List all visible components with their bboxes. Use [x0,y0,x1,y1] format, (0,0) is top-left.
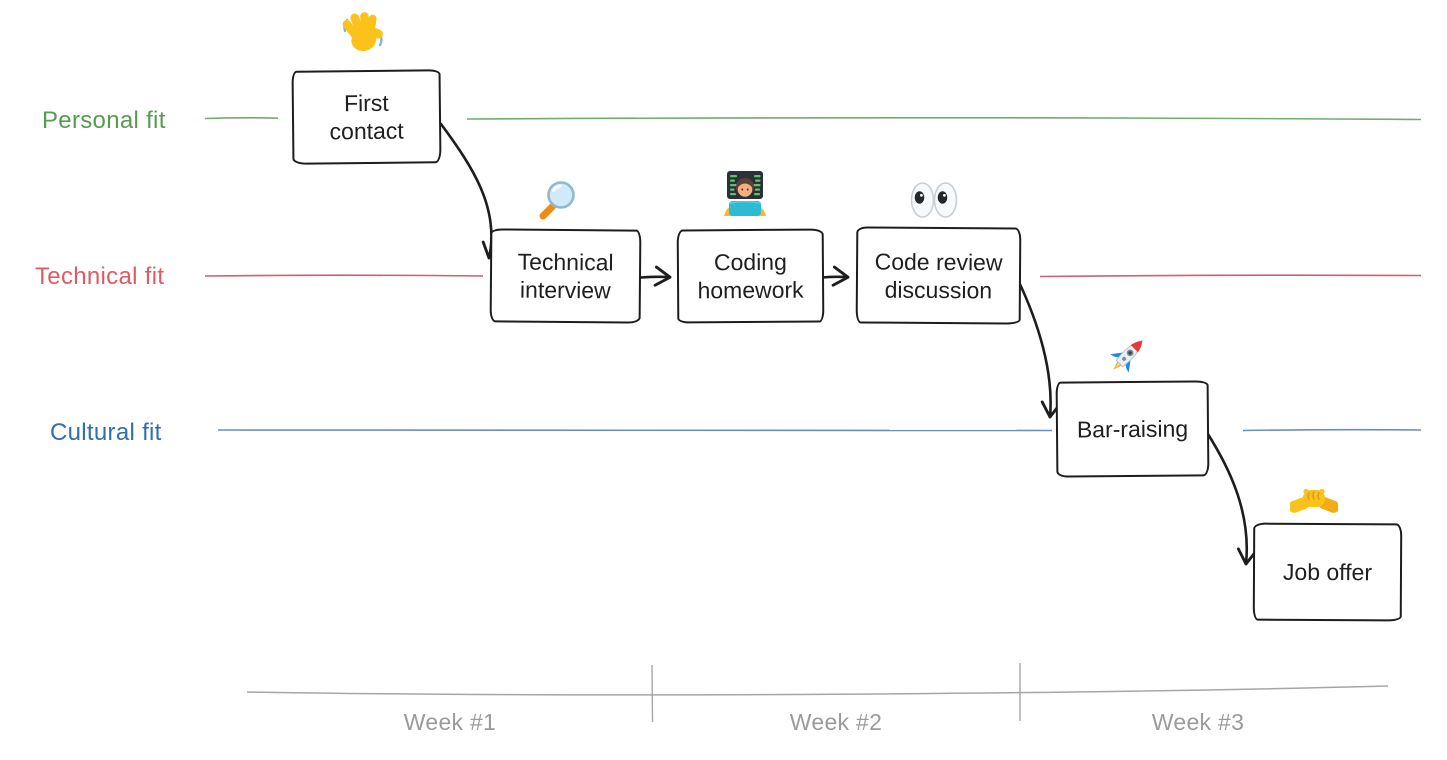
rocket-icon [1106,333,1150,377]
lane-label-cultural-fit: Cultural fit [50,419,162,446]
technologist-icon [720,170,770,218]
timeline-label-week-1: Week #1 [403,709,497,735]
technical-fit-lane-line [204,274,484,277]
magnifying-glass-icon [534,178,580,222]
arrow-bar-raising-to-job-offer [1204,429,1258,566]
arrow-technical-interview-to-coding-homework [639,265,672,287]
timeline-label-week-3: Week #3 [1151,709,1245,735]
node-code-review-discussion: Code review discussion [855,226,1022,325]
timeline-label-week-2: Week #2 [789,709,883,735]
waving-hand-icon [339,6,387,58]
timeline-tick-week1-week2 [651,664,654,723]
node-coding-homework: Coding homework [676,228,825,324]
node-coding-homework-label: Coding homework [697,248,804,304]
arrow-coding-homework-to-code-review [820,265,850,287]
node-code-review-discussion-label: Code review discussion [874,248,1003,303]
arrow-code-review-to-bar-raising [1016,278,1062,419]
node-job-offer-label: Job offer [1282,558,1373,586]
node-bar-raising-label: Bar-raising [1076,415,1189,443]
handshake-icon [1290,478,1338,520]
node-first-contact-label: First contact [329,89,404,145]
lane-label-technical-fit: Technical fit [35,263,165,290]
node-technical-interview: Technical interview [489,228,642,324]
node-job-offer: Job offer [1252,522,1403,622]
eyes-icon [908,181,960,219]
arrow-first-contact-to-technical-interview [439,122,503,260]
timeline-axis [246,685,1389,696]
cultural-fit-lane-line [217,429,1053,432]
cultural-fit-lane-line [1242,428,1422,432]
personal-fit-lane-line [204,117,279,120]
technical-fit-lane-line [1039,274,1422,278]
personal-fit-lane-line [466,116,1422,121]
lane-label-personal-fit: Personal fit [42,107,166,134]
node-technical-interview-label: Technical interview [517,248,614,304]
node-bar-raising: Bar-raising [1055,380,1210,478]
node-first-contact: First contact [291,69,442,165]
